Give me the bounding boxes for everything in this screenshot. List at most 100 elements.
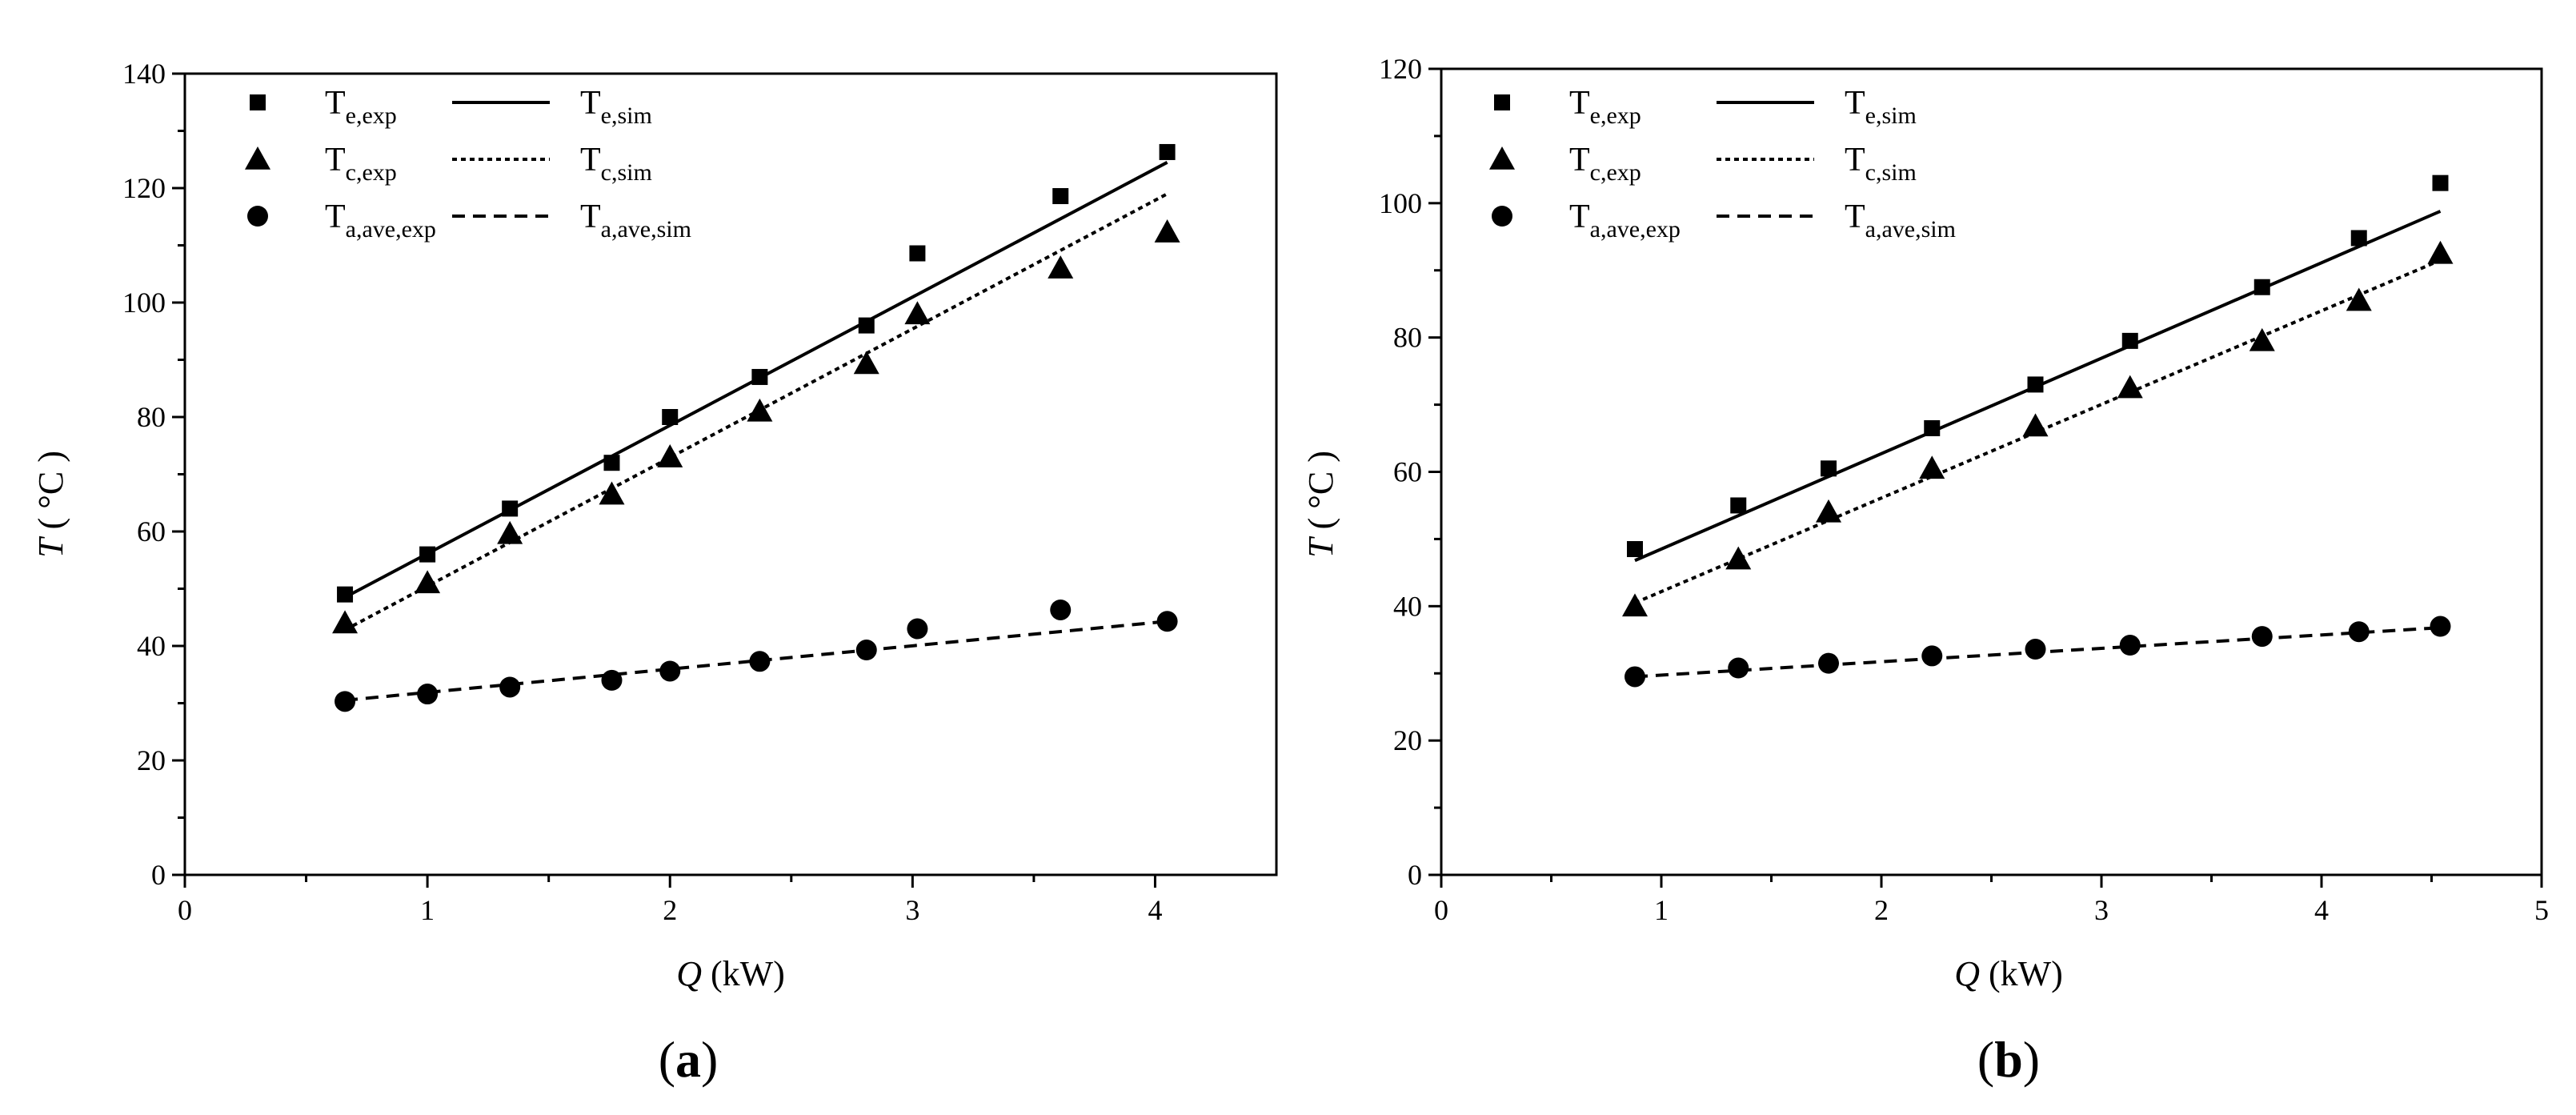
legend-label-sub: e,exp bbox=[1590, 102, 1641, 129]
legend-label-base: T bbox=[325, 199, 346, 235]
x-tick-label: 5 bbox=[2534, 894, 2549, 926]
legend-label-base: T bbox=[1569, 199, 1590, 235]
y-axis-title: T ( °C ) bbox=[1301, 451, 1340, 558]
series-line-t-e-sim bbox=[1634, 210, 2442, 563]
legend-marker-triangle bbox=[1489, 146, 1515, 170]
legend-label-base: T bbox=[1845, 85, 1865, 122]
y-tick-label: 120 bbox=[1379, 53, 1422, 85]
legend-label-sub: e,exp bbox=[346, 102, 397, 129]
y-tick-label: 20 bbox=[1393, 724, 1422, 756]
legend-label-base: T bbox=[580, 85, 601, 122]
series-line-t-a-ave-sim bbox=[344, 620, 1168, 702]
data-point-t-c-exp bbox=[332, 610, 359, 634]
panel-label-b: (b) bbox=[1977, 1031, 2040, 1088]
data-point-t-c-exp bbox=[599, 481, 625, 505]
legend-marker-square bbox=[1494, 94, 1510, 110]
y-tick-label: 140 bbox=[122, 58, 166, 90]
data-point-t-e-exp bbox=[909, 245, 926, 262]
data-point-t-c-exp bbox=[1154, 219, 1180, 243]
x-tick-label: 2 bbox=[1874, 894, 1889, 926]
legend-label-sub: e,sim bbox=[1865, 102, 1917, 129]
x-tick-label: 1 bbox=[420, 894, 435, 926]
data-point-t-e-exp bbox=[662, 409, 679, 425]
data-point-t-c-exp bbox=[657, 444, 683, 467]
x-axis-title: Q (kW) bbox=[1954, 954, 2063, 993]
x-axis-var: Q bbox=[1954, 954, 1980, 993]
data-point-t-a-ave-exp bbox=[417, 684, 439, 705]
legend-label-sub: a,ave,exp bbox=[346, 216, 436, 243]
data-point-t-c-exp bbox=[1919, 455, 1945, 479]
legend-label-sub: c,exp bbox=[1590, 159, 1641, 186]
data-point-t-a-ave-exp bbox=[2025, 639, 2046, 660]
data-point-t-c-exp bbox=[853, 351, 879, 375]
data-point-t-e-exp bbox=[2350, 230, 2367, 247]
data-point-t-a-ave-exp bbox=[2430, 616, 2451, 637]
data-point-t-c-exp bbox=[2346, 287, 2372, 311]
legend-label: Tc,exp bbox=[325, 142, 397, 186]
legend-label-base: T bbox=[1569, 85, 1590, 122]
x-tick-label: 3 bbox=[2094, 894, 2109, 926]
data-point-t-a-ave-exp bbox=[907, 618, 928, 640]
legend-label-base: T bbox=[1845, 199, 1865, 235]
legend-label-base: T bbox=[580, 142, 601, 178]
legend-label-sub: a,ave,exp bbox=[1590, 216, 1681, 243]
data-point-t-c-exp bbox=[2117, 375, 2143, 399]
data-point-t-a-ave-exp bbox=[499, 676, 521, 698]
x-tick-label: 4 bbox=[2314, 894, 2329, 926]
data-point-t-e-exp bbox=[337, 586, 354, 603]
data-point-t-e-exp bbox=[1627, 541, 1643, 558]
y-axis-unit: ( °C ) bbox=[31, 451, 70, 538]
data-point-t-c-exp bbox=[1622, 593, 1648, 617]
y-tick-label: 80 bbox=[1393, 322, 1422, 354]
panel-label-a: (a) bbox=[659, 1031, 719, 1088]
data-point-t-e-exp bbox=[1821, 460, 1837, 477]
y-tick-label: 100 bbox=[1379, 187, 1422, 219]
chart-panel-b: T ( °C ) Q (kW) (b) 0 1 2 3 4 5 0 20 40 60 80 100 12… bbox=[1301, 53, 2549, 1088]
legend-marker-circle bbox=[1492, 206, 1512, 227]
x-tick-label: 4 bbox=[1148, 894, 1162, 926]
y-tick-label: 40 bbox=[137, 630, 166, 662]
legend-label-sub: c,sim bbox=[1865, 159, 1917, 186]
legend-label: Te,exp bbox=[325, 85, 397, 129]
data-point-t-a-ave-exp bbox=[1818, 652, 1839, 674]
data-point-t-c-exp bbox=[2427, 240, 2454, 264]
data-point-t-e-exp bbox=[858, 317, 875, 334]
legend-label: Ta,ave,exp bbox=[1569, 199, 1681, 243]
legend-marker-circle bbox=[247, 206, 268, 227]
y-tick-label: 60 bbox=[1393, 456, 1422, 488]
x-tick-label: 3 bbox=[905, 894, 919, 926]
legend-label: Ta,ave,sim bbox=[1845, 199, 1956, 243]
y-axis-var: T bbox=[1301, 535, 1340, 558]
data-point-t-e-exp bbox=[1052, 188, 1069, 205]
legend-label: Te,sim bbox=[580, 85, 652, 129]
data-point-t-a-ave-exp bbox=[1728, 657, 1749, 679]
legend-label: Te,exp bbox=[1569, 85, 1641, 129]
data-point-t-c-exp bbox=[1816, 499, 1841, 523]
data-point-t-e-exp bbox=[1159, 143, 1176, 160]
legend-label: Ta,ave,exp bbox=[325, 199, 436, 243]
x-tick-label: 0 bbox=[178, 894, 192, 926]
legend-label-base: T bbox=[325, 142, 346, 178]
legend-label-base: T bbox=[325, 85, 346, 122]
chart-panel-a: T ( °C ) Q (kW) (a) 0 1 2 3 4020406080100120… bbox=[31, 58, 1278, 1088]
data-point-t-a-ave-exp bbox=[1156, 611, 1178, 632]
legend-label-base: T bbox=[580, 199, 601, 235]
x-axis-unit: (kW) bbox=[1980, 954, 2063, 993]
plot-frame bbox=[183, 72, 1278, 876]
panel-letter: a bbox=[675, 1031, 701, 1088]
x-axis-title: Q (kW) bbox=[676, 954, 785, 993]
legend-label: Tc,sim bbox=[580, 142, 652, 186]
series-line-t-e-sim bbox=[344, 161, 1168, 599]
x-axis-var: Q bbox=[676, 954, 702, 993]
panel-letter: b bbox=[1994, 1031, 2023, 1088]
legend-marker-square bbox=[250, 94, 266, 110]
y-tick-label: 0 bbox=[1408, 859, 1422, 891]
y-tick-label: 60 bbox=[137, 515, 166, 547]
y-tick-label: 80 bbox=[137, 401, 166, 433]
legend-label-sub: a,ave,sim bbox=[601, 216, 691, 243]
legend-label-sub: c,exp bbox=[346, 159, 397, 186]
legend-label-sub: a,ave,sim bbox=[1865, 216, 1956, 243]
